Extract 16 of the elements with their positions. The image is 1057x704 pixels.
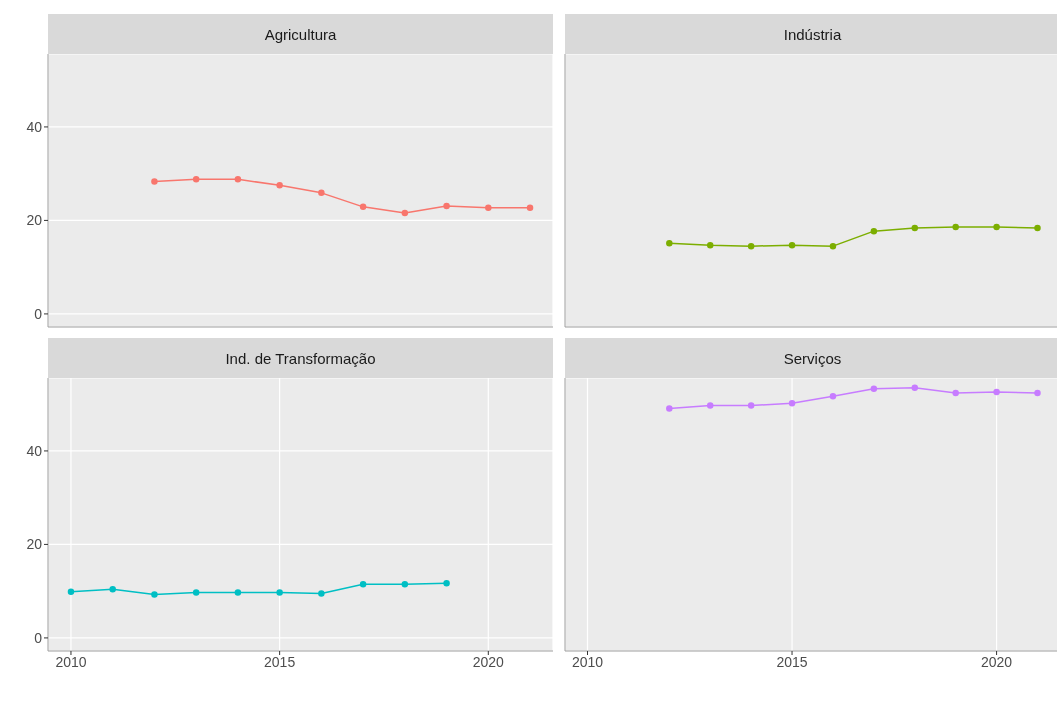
x-tick-label: 2015 [776, 653, 808, 670]
x-tick-label: 2010 [55, 653, 87, 670]
x-tick-label: 2020 [981, 653, 1013, 670]
y-tick-label: 40 [26, 442, 43, 459]
y-tick-label: 20 [26, 212, 43, 229]
x-tick-label: 2010 [571, 653, 604, 670]
y-tick-label: 0 [34, 305, 43, 322]
y-tick-label: 40 [26, 118, 43, 135]
x-tick-label: 2020 [472, 653, 505, 670]
x-tick-label: 2015 [264, 653, 296, 670]
y-tick-label: 20 [26, 536, 43, 553]
chart-title: Ind. de Transformação [48, 338, 553, 378]
y-tick-label: 0 [34, 629, 43, 646]
chart-title: Agricultura [48, 14, 553, 54]
chart-title: Serviços [565, 338, 1057, 378]
chart-title: Indústria [565, 14, 1057, 54]
